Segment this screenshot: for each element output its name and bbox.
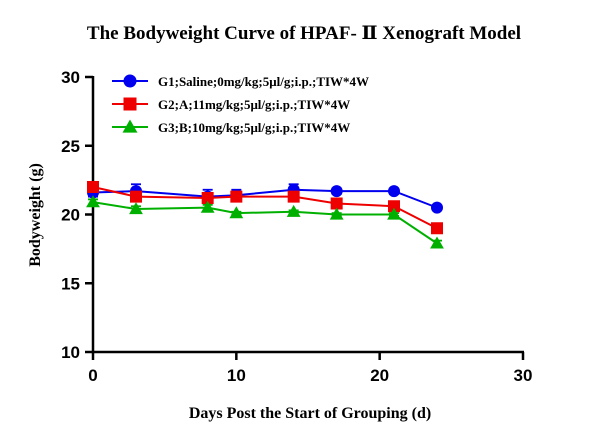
series-line — [92, 186, 438, 230]
x-tick-label: 20 — [370, 366, 389, 385]
y-tick-label: 30 — [61, 68, 80, 87]
series-line — [92, 188, 438, 209]
data-point — [330, 185, 343, 198]
x-tick-label: 30 — [514, 366, 533, 385]
data-point — [230, 190, 243, 203]
y-tick-label: 25 — [61, 137, 80, 156]
data-point — [87, 181, 99, 193]
data-series — [86, 181, 444, 249]
legend-item: G2;A;11mg/kg;5μl/g;i.p.;TIW*4W — [112, 97, 350, 112]
data-point — [86, 195, 100, 208]
legend-marker — [123, 74, 137, 88]
data-point — [387, 207, 401, 220]
data-point — [229, 206, 244, 219]
data-point — [388, 200, 400, 213]
legend-marker — [123, 97, 137, 111]
legend-marker — [122, 119, 138, 133]
series-3 — [86, 195, 444, 249]
data-point — [200, 200, 215, 213]
legend-item: G3;B;10mg/kg;5μl/g;i.p.;TIW*4W — [112, 119, 350, 135]
data-point — [330, 197, 343, 210]
series-2 — [87, 181, 443, 235]
y-tick-label: 15 — [61, 274, 80, 293]
x-tick-label: 10 — [227, 366, 246, 385]
data-point — [431, 222, 443, 235]
y-tick-label: 10 — [61, 343, 80, 362]
legend-label: G1;Saline;0mg/kg;5μl/g;i.p.;TIW*4W — [158, 74, 369, 89]
legend-label: G3;B;10mg/kg;5μl/g;i.p.;TIW*4W — [158, 120, 350, 135]
legend: G1;Saline;0mg/kg;5μl/g;i.p.;TIW*4W G2;A;1… — [112, 74, 369, 135]
data-point — [329, 207, 344, 220]
x-axis-label: Days Post the Start of Grouping (d) — [189, 405, 431, 422]
data-point — [287, 190, 300, 203]
data-point — [430, 236, 444, 249]
legend-item: G1;Saline;0mg/kg;5μl/g;i.p.;TIW*4W — [112, 74, 369, 89]
data-point — [286, 204, 301, 217]
series-line — [92, 201, 438, 245]
y-axis-label: Bodyweight (g) — [27, 163, 44, 267]
x-tick-label: 0 — [88, 366, 97, 385]
data-point — [129, 202, 143, 215]
legend-label: G2;A;11mg/kg;5μl/g;i.p.;TIW*4W — [158, 97, 350, 112]
y-tick-label: 20 — [61, 206, 80, 225]
axes: 10 15 20 25 30 0 10 20 30 — [61, 68, 532, 385]
chart-title: The Bodyweight Curve of HPAF- Ⅱ Xenograf… — [87, 23, 521, 44]
data-point — [130, 190, 142, 203]
data-point — [431, 201, 443, 214]
data-point — [201, 192, 214, 204]
data-point — [388, 185, 400, 198]
